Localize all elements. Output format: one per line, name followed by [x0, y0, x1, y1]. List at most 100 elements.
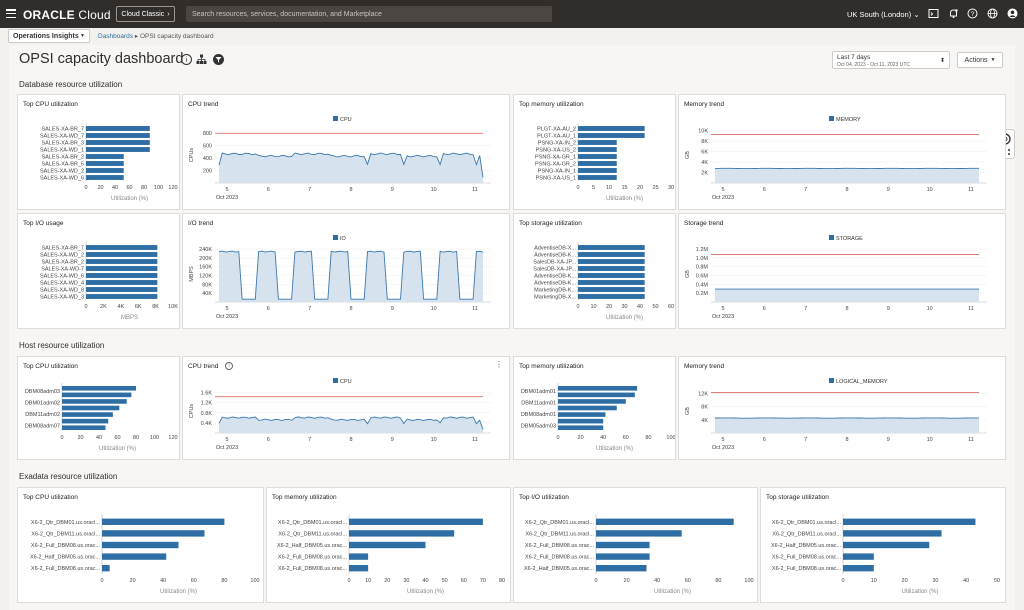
bar[interactable]	[86, 175, 124, 180]
x-axis-label: Utilization (%)	[901, 589, 938, 595]
bar[interactable]	[102, 553, 167, 560]
bar[interactable]	[578, 154, 617, 159]
bar[interactable]	[578, 245, 645, 250]
bar[interactable]	[86, 140, 150, 145]
bar[interactable]	[102, 530, 205, 537]
actions-menu-button[interactable]: Actions ▼	[957, 52, 1003, 68]
bar[interactable]	[86, 273, 158, 278]
bar[interactable]	[843, 553, 874, 560]
bar[interactable]	[62, 412, 113, 417]
bar[interactable]	[578, 147, 617, 152]
bar[interactable]	[62, 425, 106, 431]
bar[interactable]	[86, 147, 150, 152]
bar[interactable]	[843, 541, 930, 549]
bar[interactable]	[843, 518, 976, 525]
bar[interactable]	[349, 518, 483, 525]
date-range-picker[interactable]: Last 7 days Oct 04, 2023 - Oct 11, 2023 …	[832, 51, 950, 69]
bar[interactable]	[578, 175, 617, 180]
bar[interactable]	[86, 280, 158, 285]
x-tick-label: 60	[126, 185, 132, 191]
bar[interactable]	[578, 259, 645, 264]
bar[interactable]	[578, 168, 617, 173]
bar[interactable]	[578, 133, 645, 138]
bar[interactable]	[596, 541, 650, 549]
x-tick-label: 120	[168, 435, 177, 441]
bar-label: PSNG-XA-GR_1	[535, 155, 576, 161]
bar[interactable]	[578, 126, 645, 131]
bar[interactable]	[349, 565, 369, 572]
hamburger-menu-icon[interactable]	[6, 9, 16, 18]
hierarchy-icon[interactable]	[196, 54, 207, 65]
help-icon[interactable]: ?	[967, 8, 978, 19]
bar[interactable]	[86, 168, 124, 173]
bar[interactable]	[596, 518, 734, 525]
bar[interactable]	[843, 530, 942, 537]
bar[interactable]	[62, 399, 127, 404]
bar[interactable]	[102, 541, 179, 549]
bar[interactable]	[578, 266, 645, 271]
cloud-shell-icon[interactable]	[928, 8, 939, 19]
bar[interactable]	[578, 140, 617, 145]
bar[interactable]	[349, 553, 369, 560]
bar[interactable]	[86, 161, 124, 166]
bar[interactable]	[558, 418, 604, 424]
x-tick-label: 8	[845, 306, 848, 312]
bar[interactable]	[596, 530, 682, 537]
bar[interactable]	[578, 294, 645, 299]
bar[interactable]	[578, 161, 617, 166]
bar[interactable]	[86, 252, 158, 257]
bar[interactable]	[558, 412, 606, 417]
bar[interactable]	[349, 530, 455, 537]
bar[interactable]	[62, 392, 132, 398]
bar[interactable]	[596, 565, 647, 572]
notifications-bell-icon[interactable]	[948, 8, 959, 19]
bar[interactable]	[578, 287, 645, 292]
global-search-input[interactable]: Search resources, services, documentatio…	[186, 6, 552, 22]
x-tick-label: 6K	[135, 304, 142, 310]
bar[interactable]	[843, 565, 874, 572]
bar-label: X6-2_Full_DBM08.us.orac...	[31, 566, 101, 572]
info-icon[interactable]: i	[225, 362, 233, 370]
info-icon[interactable]: i	[181, 54, 192, 65]
bar[interactable]	[558, 405, 617, 411]
cloud-classic-button[interactable]: Cloud Classic ›	[116, 6, 175, 22]
service-selector[interactable]: Operations Insights ▼	[8, 29, 90, 43]
bar[interactable]	[578, 273, 645, 278]
panel-db-top-mem: Top memory utilization PLGT-XA-AU_2 PLGT-X…	[513, 94, 676, 210]
bar[interactable]	[62, 405, 120, 411]
bar[interactable]	[86, 133, 150, 138]
bar[interactable]	[86, 154, 124, 159]
bar[interactable]	[86, 294, 158, 299]
bar[interactable]	[349, 541, 426, 549]
bar[interactable]	[86, 266, 158, 271]
bar[interactable]	[558, 425, 604, 431]
bar[interactable]	[62, 418, 109, 424]
bar[interactable]	[596, 553, 650, 560]
bar[interactable]	[558, 385, 638, 391]
x-tick-label: 0	[576, 304, 579, 310]
bar[interactable]	[102, 518, 225, 525]
bar[interactable]	[578, 280, 645, 285]
bar[interactable]	[86, 245, 158, 250]
bar[interactable]	[558, 392, 635, 398]
oracle-cloud-logo[interactable]: ORACLE Cloud	[23, 8, 111, 22]
bar[interactable]	[578, 252, 645, 257]
breadcrumb-dashboards-link[interactable]: Dashboards	[98, 33, 134, 40]
panel-title: Top memory utilization	[519, 363, 584, 370]
region-selector[interactable]: UK South (London) ⌄	[847, 10, 920, 19]
series-line[interactable]	[218, 416, 484, 430]
language-globe-icon[interactable]	[987, 8, 998, 19]
bar[interactable]	[86, 287, 158, 292]
bar[interactable]	[62, 385, 136, 391]
series-line[interactable]	[218, 152, 484, 178]
user-profile-icon[interactable]	[1007, 8, 1018, 19]
section-title-database: Database resource utilization	[19, 80, 123, 89]
bar[interactable]	[86, 259, 158, 264]
bar[interactable]	[558, 399, 626, 404]
bar[interactable]	[86, 126, 150, 131]
series-line[interactable]	[218, 250, 484, 300]
series-area	[715, 289, 979, 302]
kebab-menu-icon[interactable]: ⋮	[495, 360, 503, 369]
filter-icon[interactable]	[213, 54, 224, 65]
bar[interactable]	[102, 565, 110, 572]
